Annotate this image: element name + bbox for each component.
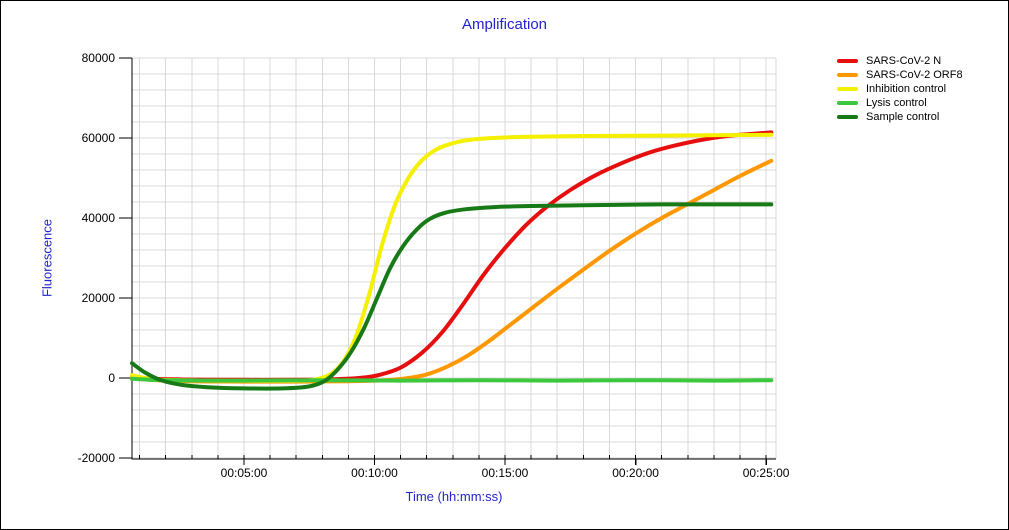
curve-sars-cov-2-orf8 [130,158,774,384]
legend: SARS-CoV-2 N SARS-CoV-2 ORF8 Inhibition co… [837,54,963,124]
legend-swatch [837,101,858,105]
y-tick-label: 60000 [82,131,116,145]
legend-item-sample-control: Sample control [837,110,963,124]
legend-swatch [837,59,858,63]
legend-swatch [837,115,858,119]
legend-item-inhibition-control: Inhibition control [837,82,963,96]
x-minor-ticks [139,455,767,459]
legend-label: SARS-CoV-2 N [866,55,942,67]
axis-lines [131,58,776,460]
x-tick-label: 00:05:00 [221,466,268,480]
x-tick-label: 00:25:00 [743,466,790,480]
legend-label: Inhibition control [866,83,947,95]
curve-inhibition-control [130,132,774,383]
x-tick-label: 00:20:00 [612,466,659,480]
chart-title: Amplification [461,16,548,33]
legend-label: SARS-CoV-2 ORF8 [866,69,963,81]
curve-lysis-control [130,376,774,383]
y-tick-label: 20000 [82,291,116,305]
grid-lines [132,57,777,459]
x-axis-title: Time (hh:mm:ss) [405,489,503,504]
legend-label: Lysis control [866,97,927,109]
legend-swatch [837,87,858,91]
y-tick-label: 0 [108,371,115,385]
curve-sample-control [130,202,774,391]
legend-swatch [837,73,858,77]
y-tick-label: 80000 [82,51,116,65]
legend-item-sars-cov-2-orf8: SARS-CoV-2 ORF8 [837,68,963,82]
y-tick-label: 40000 [82,211,116,225]
legend-item-sars-cov-2-n: SARS-CoV-2 N [837,54,963,68]
legend-item-lysis-control: Lysis control [837,96,963,110]
legend-label: Sample control [866,111,940,123]
y-tick-label: -20000 [78,451,116,465]
x-tick-label: 00:15:00 [482,466,529,480]
x-tick-label: 00:10:00 [351,466,398,480]
